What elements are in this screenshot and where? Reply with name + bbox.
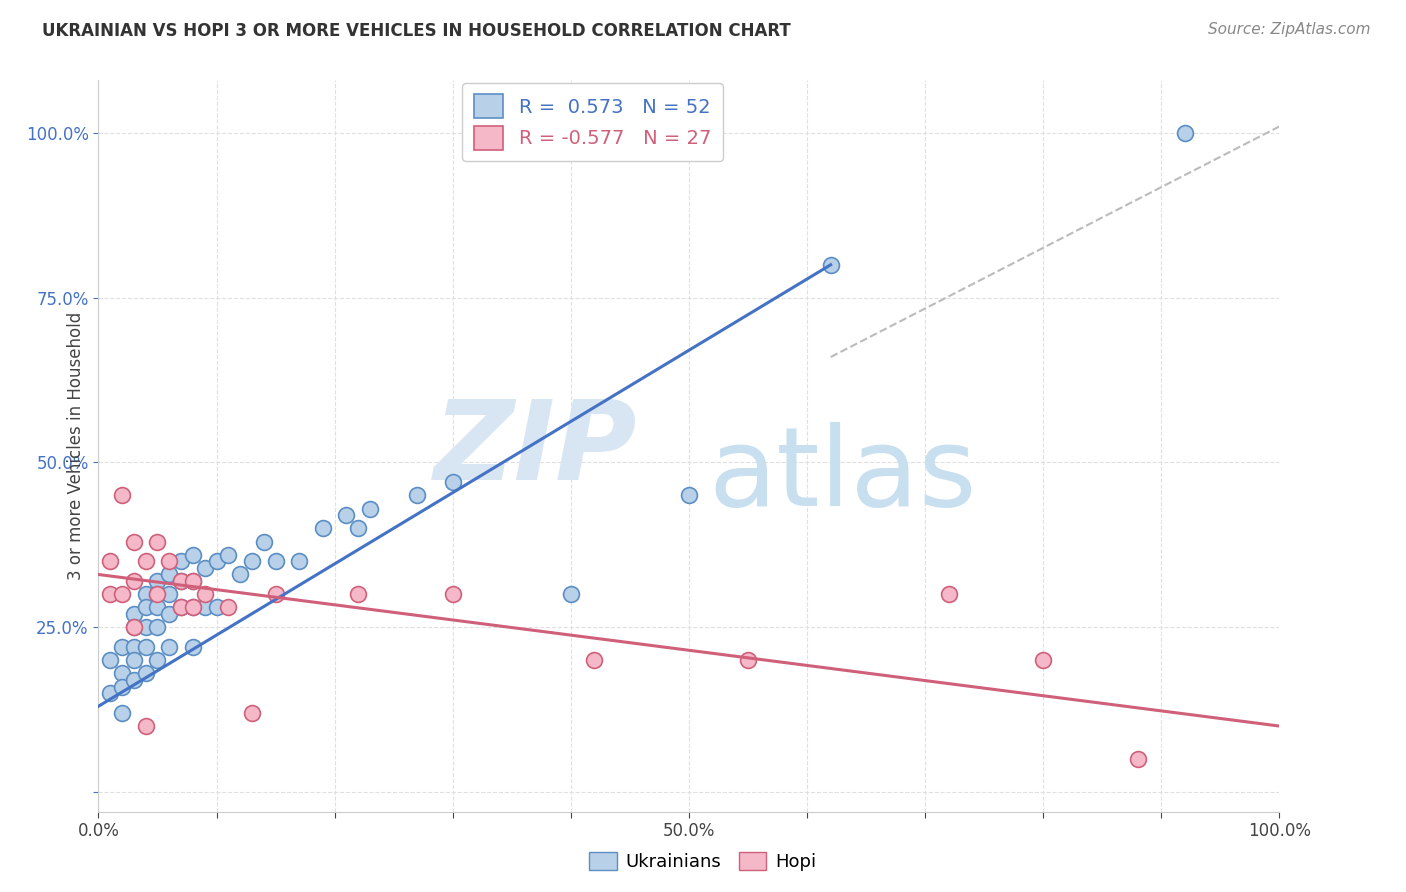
Point [122, 607, 145, 621]
Point [122, 620, 145, 634]
Point [181, 640, 204, 654]
Point [441, 587, 464, 601]
Point [157, 607, 180, 621]
Point [1032, 653, 1054, 667]
Point [264, 587, 287, 601]
Point [359, 501, 381, 516]
Point [146, 587, 169, 601]
Point [157, 587, 180, 601]
Point [737, 653, 759, 667]
Legend: R =  0.573   N = 52, R = -0.577   N = 27: R = 0.573 N = 52, R = -0.577 N = 27 [463, 83, 723, 161]
Point [146, 620, 169, 634]
Point [229, 567, 252, 582]
Point [98, 653, 121, 667]
Point [240, 706, 263, 720]
Point [146, 600, 169, 615]
Text: Source: ZipAtlas.com: Source: ZipAtlas.com [1208, 22, 1371, 37]
Point [194, 600, 217, 615]
Point [181, 574, 204, 588]
Point [205, 554, 228, 568]
Point [122, 620, 145, 634]
Point [135, 640, 157, 654]
Point [157, 554, 180, 568]
Point [135, 554, 157, 568]
Point [1126, 752, 1149, 766]
Point [122, 574, 145, 588]
Text: ZIP: ZIP [433, 396, 637, 503]
Point [217, 600, 239, 615]
Point [98, 554, 121, 568]
Point [217, 548, 239, 562]
Point [111, 488, 134, 502]
Point [98, 686, 121, 700]
Point [347, 587, 370, 601]
Point [146, 574, 169, 588]
Point [560, 587, 582, 601]
Point [135, 587, 157, 601]
Point [288, 554, 311, 568]
Point [181, 600, 204, 615]
Point [135, 666, 157, 681]
Point [406, 488, 429, 502]
Text: atlas: atlas [709, 422, 977, 529]
Point [938, 587, 960, 601]
Point [181, 574, 204, 588]
Point [194, 561, 217, 575]
Point [181, 600, 204, 615]
Point [146, 653, 169, 667]
Point [135, 600, 157, 615]
Point [240, 554, 263, 568]
Point [122, 534, 145, 549]
Point [122, 673, 145, 687]
Point [264, 554, 287, 568]
Point [170, 574, 193, 588]
Point [111, 666, 134, 681]
Point [122, 640, 145, 654]
Point [111, 640, 134, 654]
Point [170, 600, 193, 615]
Point [157, 567, 180, 582]
Point [111, 587, 134, 601]
Point [181, 548, 204, 562]
Point [157, 640, 180, 654]
Point [135, 620, 157, 634]
Text: UKRAINIAN VS HOPI 3 OR MORE VEHICLES IN HOUSEHOLD CORRELATION CHART: UKRAINIAN VS HOPI 3 OR MORE VEHICLES IN … [42, 22, 792, 40]
Point [820, 258, 842, 272]
Point [98, 587, 121, 601]
Point [253, 534, 276, 549]
Point [347, 521, 370, 535]
Legend: Ukrainians, Hopi: Ukrainians, Hopi [582, 845, 824, 879]
Point [135, 719, 157, 733]
Point [122, 653, 145, 667]
Y-axis label: 3 or more Vehicles in Household: 3 or more Vehicles in Household [66, 312, 84, 580]
Point [146, 534, 169, 549]
Point [170, 554, 193, 568]
Point [111, 706, 134, 720]
Point [441, 475, 464, 490]
Point [111, 680, 134, 694]
Point [170, 600, 193, 615]
Point [194, 587, 217, 601]
Point [583, 653, 606, 667]
Point [312, 521, 335, 535]
Point [1174, 126, 1197, 140]
Point [205, 600, 228, 615]
Point [335, 508, 357, 523]
Point [146, 587, 169, 601]
Point [170, 574, 193, 588]
Point [678, 488, 700, 502]
